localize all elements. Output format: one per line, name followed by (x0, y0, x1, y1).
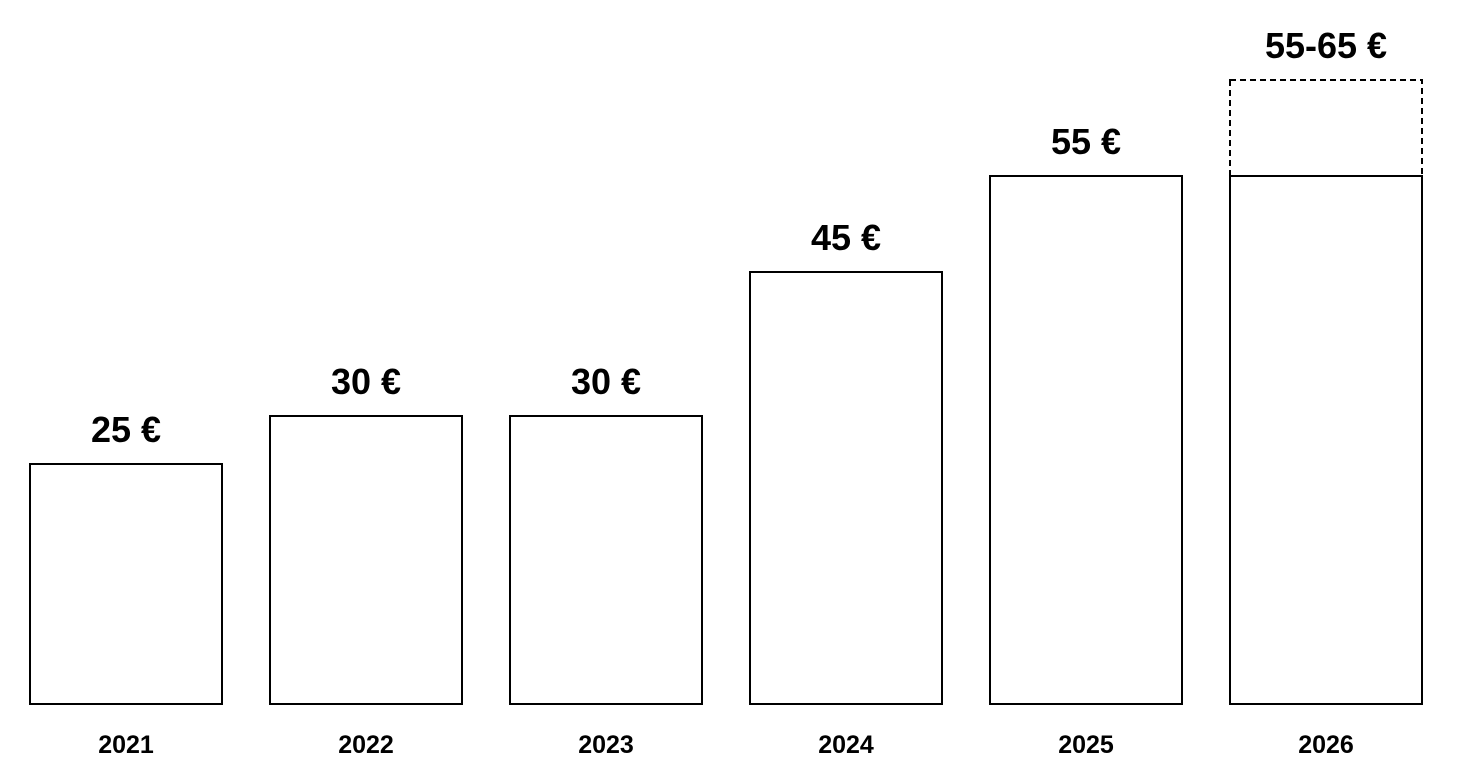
x-tick-label-2022: 2022 (338, 731, 394, 759)
bar-2025 (989, 175, 1183, 705)
x-tick-labels: 2021 2022 2023 2024 2025 2026 (98, 731, 1354, 759)
value-label-2024: 45 € (811, 217, 881, 258)
value-label-2026: 55-65 € (1265, 25, 1387, 66)
x-tick-label-2023: 2023 (578, 731, 634, 759)
bar-2021 (29, 463, 223, 705)
bar-2024 (749, 271, 943, 705)
value-label-2025: 55 € (1051, 121, 1121, 162)
x-tick-label-2024: 2024 (818, 731, 874, 759)
bar-2022 (269, 415, 463, 705)
bar-2026 (1229, 175, 1423, 705)
value-label-2022: 30 € (331, 361, 401, 402)
x-tick-label-2021: 2021 (98, 731, 154, 759)
bar-2023 (509, 415, 703, 705)
bar-range-2026 (1229, 79, 1423, 177)
bars (29, 79, 1423, 705)
value-labels: 25 € 30 € 30 € 45 € 55 € 55-65 € (91, 25, 1387, 450)
value-label-2023: 30 € (571, 361, 641, 402)
value-label-2021: 25 € (91, 409, 161, 450)
x-tick-label-2026: 2026 (1298, 731, 1354, 759)
x-tick-label-2025: 2025 (1058, 731, 1114, 759)
